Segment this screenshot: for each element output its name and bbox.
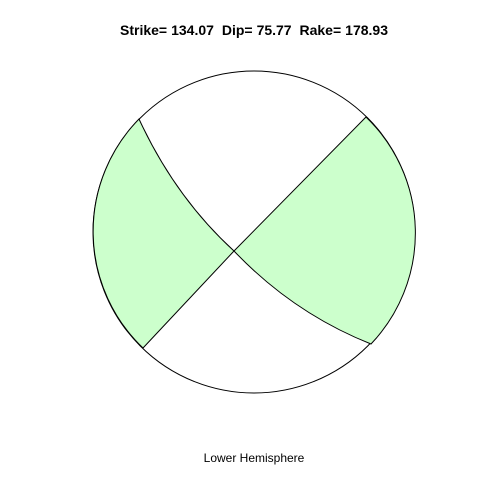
focal-mechanism-title: Strike= 134.07 Dip= 75.77 Rake= 178.93 <box>0 22 480 38</box>
dip-label: Dip= <box>221 22 253 38</box>
dip-value: 75.77 <box>256 22 292 38</box>
rake-value: 178.93 <box>345 22 388 38</box>
rake-label: Rake= <box>299 22 342 38</box>
strike-value: 134.07 <box>171 22 214 38</box>
compressional-quadrant-west <box>92 118 235 349</box>
compressional-quadrant-east <box>233 116 416 345</box>
strike-label: Strike= <box>120 22 168 38</box>
hemisphere-label: Lower Hemisphere <box>203 451 305 465</box>
